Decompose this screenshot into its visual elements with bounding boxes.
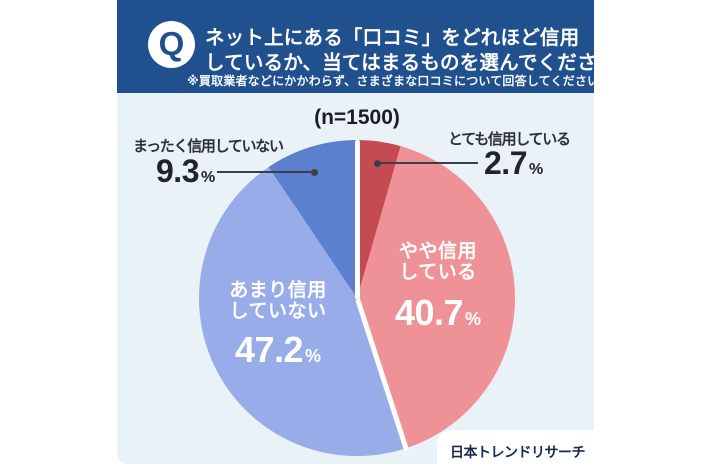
slice-label-yaya-line2: している [399, 262, 477, 283]
source-logo-box [437, 430, 594, 474]
slice-value-yaya-unit: % [465, 309, 482, 329]
question-badge: Q [148, 21, 195, 68]
callout-label-totemo: とても信用している [448, 131, 571, 148]
callout-value-mattaku-number: 9.3 [156, 153, 199, 189]
callout-value-mattaku-unit: % [200, 169, 216, 186]
slice-value-yaya: 40.7% [374, 292, 502, 334]
question-note: ※買取業者などにかかわらず、さまざまな口コミについて回答してください。 [187, 74, 612, 88]
callout-value-mattaku: 9.3% [156, 153, 215, 190]
slice-value-yaya-number: 40.7 [394, 292, 464, 333]
callout-value-totemo-unit: % [528, 161, 544, 178]
question-title-line1: ネット上にある「口コミ」をどれほど信用 [205, 27, 580, 49]
slice-label-yaya-line1: やや信用 [398, 241, 477, 262]
slice-label-amari: あまり信用 していない [214, 280, 342, 322]
callout-value-totemo-number: 2.7 [484, 145, 527, 181]
leader-dot-totemo [373, 159, 381, 167]
question-badge-letter: Q [158, 25, 185, 62]
leader-dot-mattaku [311, 168, 318, 176]
pie-divider [354, 140, 360, 299]
slice-value-amari-unit: % [305, 346, 322, 366]
slice-label-amari-line1: あまり信用 [229, 280, 327, 301]
slice-label-amari-line2: していない [229, 301, 327, 322]
slice-value-amari: 47.2% [214, 329, 342, 371]
callout-value-totemo: 2.7% [484, 145, 543, 182]
sample-size-label: (n=1500) [314, 106, 400, 129]
question-header: Q ネット上にある「口コミ」をどれほど信用 しているか、当てはまるものを選んでく… [117, 0, 636, 93]
leader-line-mattaku [217, 171, 317, 173]
source-logo-text: 日本トレンドリサーチ [450, 444, 586, 460]
question-title-line2: しているか、当てはまるものを選んでください。 [205, 52, 637, 74]
slice-label-yaya: やや信用 している [374, 241, 502, 283]
slice-value-amari-number: 47.2 [234, 329, 304, 370]
leader-line-totemo [377, 162, 478, 164]
callout-label-mattaku: まったく信用していない [133, 138, 284, 155]
